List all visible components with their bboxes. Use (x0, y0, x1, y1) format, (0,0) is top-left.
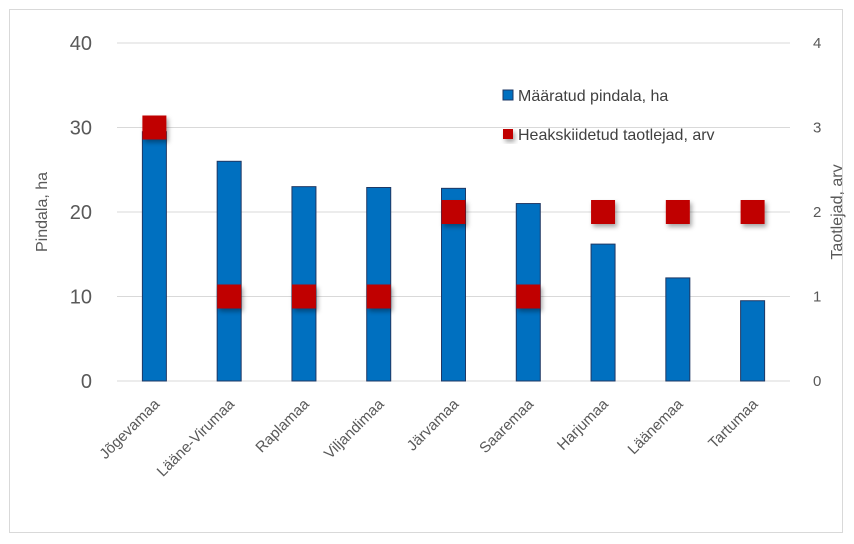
marker (740, 200, 765, 224)
x-tick-label: Harjumaa (554, 395, 612, 453)
x-tick-label: Viljandimaa (321, 395, 388, 462)
x-tick-label: Järvamaa (404, 395, 463, 454)
legend-label-markers: Heakskiidetud taotlejad, arv (518, 127, 715, 144)
x-tick-label: Lääne-Virumaa (154, 395, 239, 480)
y-tick-label: 20 (70, 202, 92, 224)
marker (591, 200, 616, 224)
legend-label-bars: Määratud pindala, ha (518, 88, 668, 105)
marker-series (142, 115, 765, 309)
y-tick-label: 10 (70, 287, 92, 309)
bar (590, 243, 616, 382)
y2-tick-label: 4 (813, 35, 821, 52)
marker (142, 115, 167, 140)
bar (291, 186, 317, 382)
y-axis-title: Pindala, ha (34, 172, 51, 252)
bar (665, 277, 691, 382)
bar (216, 160, 242, 382)
left-axis-ticks: 0 10 20 30 40 (70, 33, 92, 393)
x-tick-label: Jõgevamaa (96, 395, 163, 462)
marker (665, 200, 690, 224)
y2-tick-label: 2 (813, 204, 821, 221)
marker (291, 284, 316, 309)
legend-swatch-markers (503, 129, 513, 139)
legend-swatch-bars (502, 89, 514, 101)
legend: Määratud pindala, ha Heakskiidetud taotl… (502, 88, 715, 144)
bar (141, 131, 167, 382)
bar-series (141, 131, 766, 382)
y2-axis-title: Taotlejad, arv (829, 164, 846, 259)
x-tick-label: Tartumaa (705, 395, 762, 452)
y2-tick-label: 1 (813, 289, 821, 306)
x-tick-label: Saaremaa (476, 395, 537, 456)
marker (217, 284, 242, 309)
marker (516, 284, 541, 309)
marker (366, 284, 391, 309)
y-tick-label: 30 (70, 118, 92, 140)
x-tick-label: Raplamaa (252, 395, 313, 456)
bar (366, 186, 392, 382)
bar (740, 300, 766, 382)
y2-tick-label: 0 (813, 373, 821, 390)
y-tick-label: 0 (81, 371, 92, 393)
x-tick-label: Läänemaa (625, 395, 688, 458)
y-tick-label: 40 (70, 33, 92, 55)
right-axis-ticks: 0 1 2 3 4 (813, 35, 821, 390)
marker (441, 200, 466, 224)
y2-tick-label: 3 (813, 120, 821, 137)
